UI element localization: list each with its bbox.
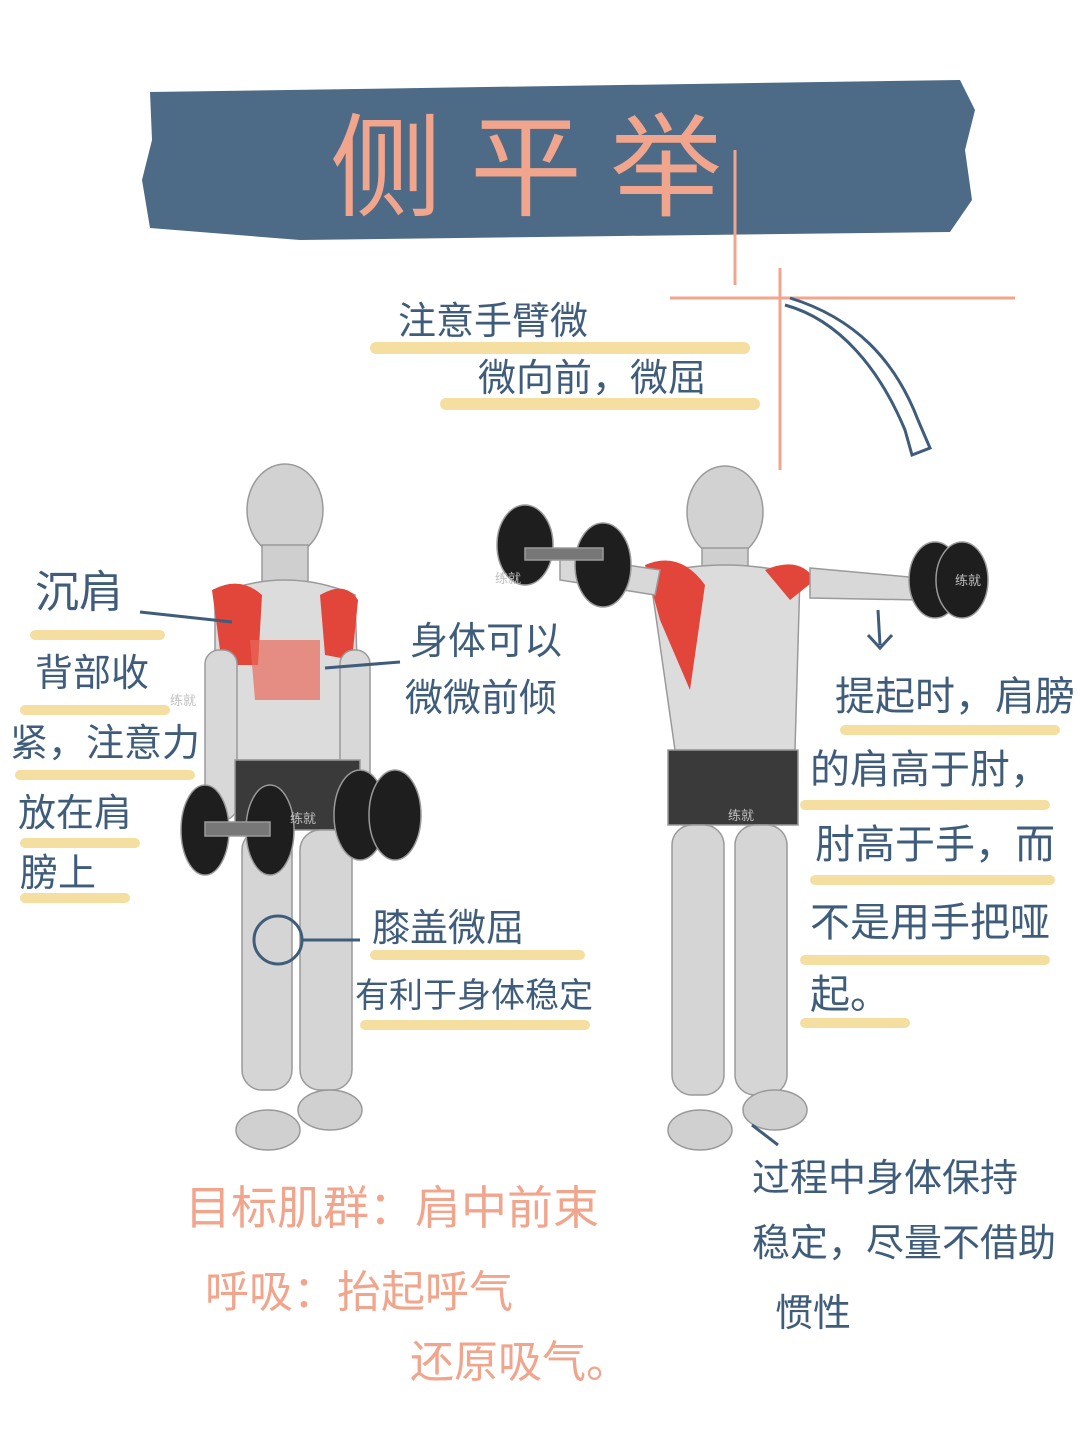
target-muscles: 目标肌群：肩中前束 (185, 1181, 599, 1235)
note-arm-line1: 注意手臂微 (398, 299, 589, 343)
page-title: 侧平举 (330, 104, 750, 234)
note-lift-line4: 不是用手把哑 (810, 900, 1050, 946)
figure-left (180, 463, 422, 1151)
breathing-line2: 还原吸气。 (410, 1337, 630, 1388)
watermark: 练就 (290, 812, 317, 827)
note-lift-line1: 提起时，肩膀 (835, 674, 1075, 720)
note-knee-line2: 有利于身体稳定 (355, 976, 593, 1016)
note-stable-line1: 过程中身体保持 (752, 1156, 1019, 1200)
pointer-body (324, 660, 401, 670)
note-stable-line3: 惯性 (775, 1291, 852, 1335)
note-back-line4: 膀上 (20, 851, 97, 895)
note-arm-line2: 微向前，微屈 (478, 356, 707, 400)
watermark: 练就 (728, 809, 755, 824)
watermark: 练就 (495, 572, 522, 587)
watermark: 练就 (170, 694, 197, 709)
note-lift-line2: 的肩高于肘， (810, 747, 1050, 793)
pointer-feet (751, 1123, 779, 1147)
note-lean-line1: 身体可以 (410, 619, 563, 663)
arm-sketch (784, 296, 932, 457)
note-lift-line5: 起。 (810, 972, 890, 1018)
breathing-line1: 呼吸：抬起呼气 (205, 1267, 513, 1318)
note-lean-line2: 微微前倾 (405, 676, 558, 720)
note-back-line2: 紧，注意力 (10, 721, 201, 765)
figure-right (496, 465, 989, 1151)
title-brush-bg (142, 80, 975, 240)
note-back-line3: 放在肩 (18, 791, 133, 835)
arrow-down (866, 609, 894, 651)
note-knee-line1: 膝盖微屈 (372, 906, 525, 950)
note-lift-line3: 肘高于手，而 (815, 822, 1055, 868)
note-sink-shoulder: 沉肩 (35, 567, 123, 618)
note-stable-line2: 稳定，尽量不借助 (752, 1221, 1057, 1265)
pointer-shoulder (139, 610, 233, 624)
watermark: 练就 (955, 574, 982, 589)
note-back-line1: 背部收 (35, 651, 150, 695)
